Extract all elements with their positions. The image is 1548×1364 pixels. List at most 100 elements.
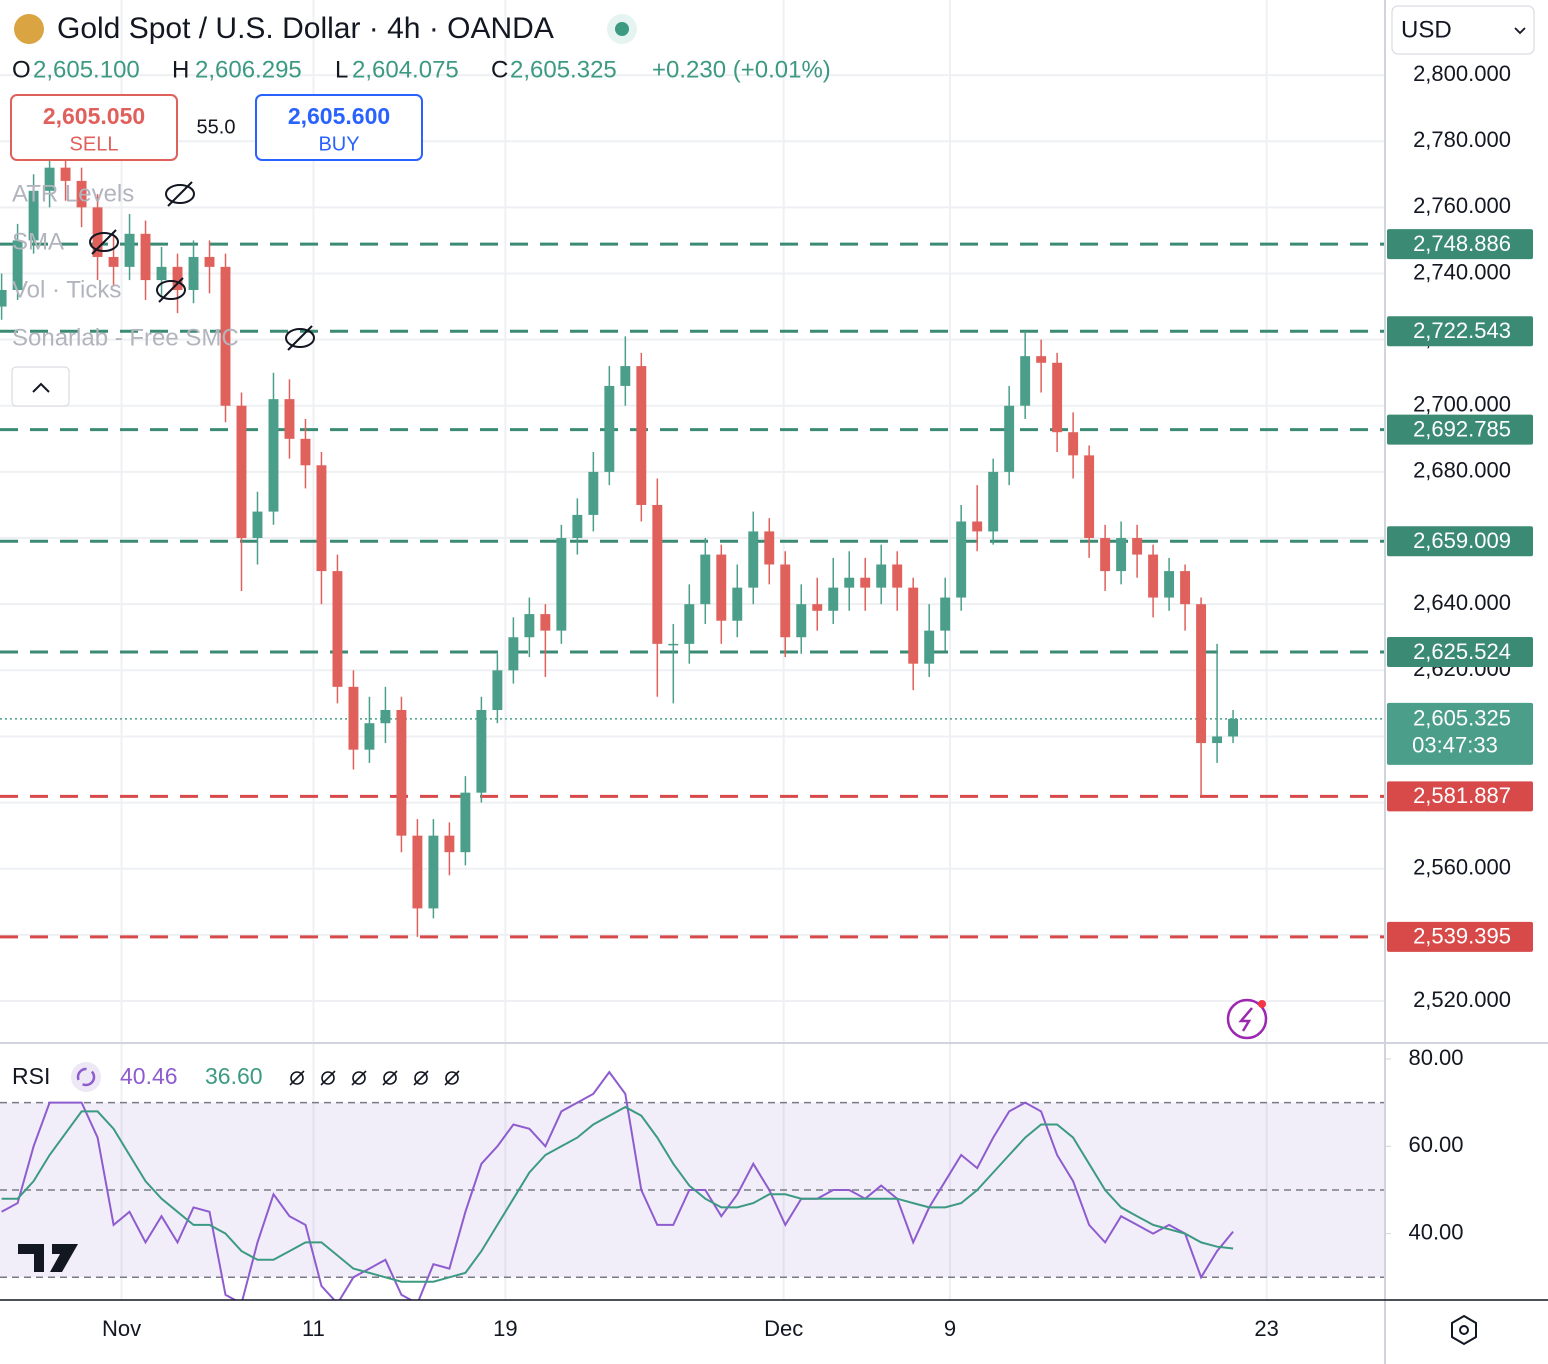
level-label: 2,625.524	[1413, 639, 1511, 664]
collapse-icon	[32, 382, 50, 393]
rsi-line	[1, 1070, 1234, 1300]
candle-body	[1180, 571, 1191, 605]
candle-body	[60, 167, 71, 181]
ohlc-value: 2,605.325	[510, 56, 617, 83]
candles	[0, 141, 1239, 937]
last-price-label: 2,605.325	[1413, 706, 1511, 731]
candle-body	[572, 514, 583, 539]
candle-body	[12, 240, 23, 291]
header: Gold Spot / U.S. Dollar · 4h · OANDA O 2…	[10, 5, 1535, 407]
candle-body	[1004, 405, 1015, 472]
sell-button[interactable]	[10, 94, 178, 161]
rsi-line	[1, 1105, 1234, 1283]
candle-body	[844, 577, 855, 588]
level-label-box	[1387, 229, 1533, 260]
level-label: 2,581.887	[1413, 783, 1511, 808]
rsi-value: 40.46	[120, 1063, 178, 1089]
rsi-tick-label: 80.00	[1408, 1045, 1463, 1070]
symbol-title: Gold Spot / U.S. Dollar · 4h · OANDA	[57, 12, 554, 45]
x-tick-label: 9	[944, 1316, 956, 1341]
spread: 55.0	[197, 116, 236, 138]
levels	[0, 242, 1385, 939]
candle-body	[236, 405, 247, 539]
ohlc-value: 2,604.075	[352, 56, 459, 83]
currency-select[interactable]	[1391, 5, 1535, 55]
y-tick-label: 2,780.000	[1413, 127, 1511, 152]
candle-body	[668, 643, 679, 646]
settings-icon[interactable]	[1451, 1314, 1477, 1346]
candle-body	[748, 531, 759, 588]
buy-label: BUY	[318, 133, 359, 155]
candle-body	[1052, 362, 1063, 433]
candle-body	[924, 630, 935, 664]
candle-body	[444, 835, 455, 853]
y-tick-label: 2,700.000	[1413, 392, 1511, 417]
level-label: 2,722.543	[1413, 318, 1511, 343]
candle-body	[28, 190, 39, 241]
level-label: 2,659.009	[1413, 528, 1511, 553]
candle-body	[1020, 356, 1031, 406]
level-label-box	[1387, 316, 1533, 347]
candle-body	[316, 465, 327, 572]
candle-body	[892, 564, 903, 588]
x-tick-label: 11	[302, 1316, 325, 1341]
candle-body	[364, 723, 375, 750]
y-tick-label: 2,800.000	[1413, 61, 1511, 86]
candle-body	[476, 709, 487, 793]
candle-body	[268, 399, 279, 512]
y-tick-label: 2,680.000	[1413, 458, 1511, 483]
candle-body	[348, 686, 359, 750]
candle-body	[972, 521, 983, 532]
buy-price: 2,605.600	[288, 103, 390, 129]
level-label-box	[1387, 921, 1533, 952]
candle-body	[1036, 356, 1047, 363]
empty-value-icons	[289, 1070, 460, 1086]
candle-body	[716, 554, 727, 621]
candle-body	[988, 471, 999, 532]
settings-icon-center	[1459, 1325, 1469, 1335]
level-label: 2,539.395	[1413, 924, 1511, 949]
sell-label: SELL	[70, 133, 119, 155]
candle-body	[780, 564, 791, 638]
candle-body	[620, 366, 631, 386]
candle-body	[956, 521, 967, 598]
candle-body	[44, 167, 55, 191]
ohlc-key: L	[335, 56, 348, 83]
candle-body	[540, 614, 551, 631]
candle-body	[332, 571, 343, 687]
candle-body	[764, 531, 775, 565]
candle-body	[156, 266, 167, 281]
collapse-button[interactable]	[11, 366, 70, 407]
rsi-ma-value: 36.60	[205, 1063, 263, 1089]
rsi-pane	[0, 1058, 1391, 1300]
alert-icon[interactable]	[1226, 998, 1268, 1040]
candle-body	[1084, 455, 1095, 539]
candle-body	[940, 597, 951, 631]
candle-body	[636, 366, 647, 505]
ohlc-value: 2,606.295	[195, 56, 302, 83]
level-label: 2,748.886	[1413, 231, 1511, 256]
level-label-box	[1387, 526, 1533, 557]
rsi-lines	[1, 1070, 1234, 1300]
rsi-tick-label: 40.00	[1408, 1219, 1463, 1244]
candle-body	[124, 233, 135, 267]
x-tick-label: Nov	[102, 1316, 141, 1341]
candle-body	[524, 614, 535, 638]
ohlc-key: C	[491, 56, 508, 83]
candle-body	[412, 835, 423, 909]
candle-body	[380, 709, 391, 724]
candle-body	[1116, 538, 1127, 572]
candle-body	[908, 587, 919, 664]
candle-body	[76, 180, 87, 208]
buy-button[interactable]	[255, 94, 423, 161]
alert-bolt	[1238, 1007, 1253, 1032]
rsi-legend: RSI 40.46 36.60	[12, 1062, 460, 1092]
candle-body	[140, 233, 151, 281]
candle-body	[428, 835, 439, 909]
candle-body	[604, 385, 615, 472]
level-label-box	[1387, 414, 1533, 445]
y-tick-label: 2,560.000	[1413, 855, 1511, 880]
candle-body	[700, 554, 711, 605]
